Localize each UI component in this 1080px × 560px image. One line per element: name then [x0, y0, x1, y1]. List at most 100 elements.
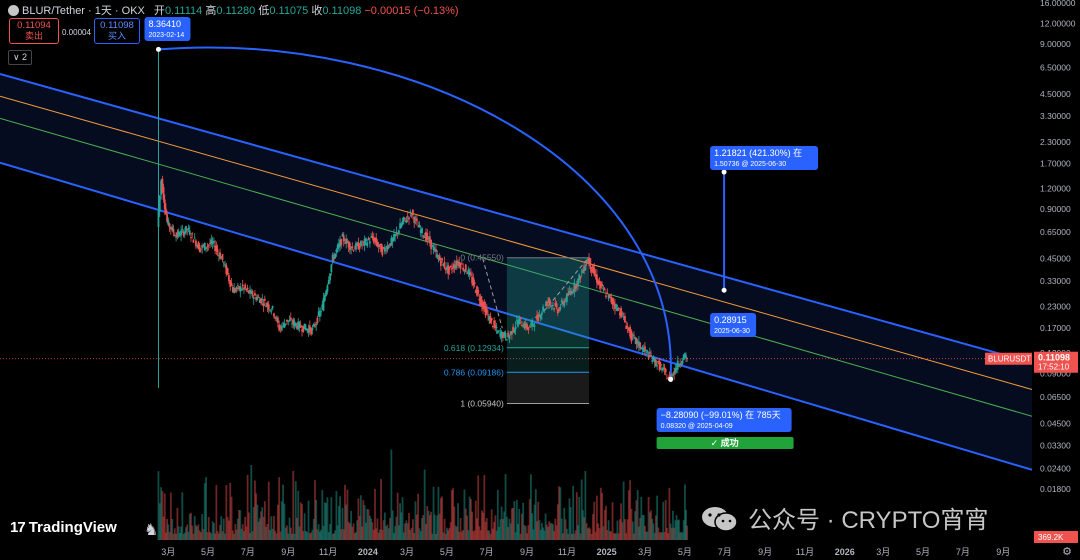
- buy-button[interactable]: 0.11098 买入: [94, 18, 140, 44]
- candle-body: [393, 234, 395, 241]
- candle-body: [275, 318, 278, 319]
- volume-bar: [670, 527, 673, 540]
- settings-gear-icon[interactable]: ⚙: [1062, 546, 1072, 558]
- volume-bar: [630, 508, 633, 540]
- tradingview-logo[interactable]: 17 TradingView: [10, 519, 117, 536]
- y-tick-label: 1.20000: [1040, 183, 1071, 193]
- indicator-toggle[interactable]: ∨ 2: [8, 50, 32, 65]
- ath-label[interactable]: 8.36410 2023-02-14: [144, 17, 191, 41]
- candle-body: [595, 274, 598, 283]
- volume-bar: [453, 506, 456, 540]
- volume-bar: [307, 500, 310, 540]
- fib-zone-lower: [506, 372, 590, 404]
- candle-body: [573, 282, 576, 292]
- dino-icon[interactable]: ♞: [144, 522, 159, 539]
- volume-bar: [317, 524, 320, 540]
- candle-body: [347, 241, 350, 248]
- candle-body: [383, 247, 386, 252]
- candle-body: [302, 325, 305, 332]
- candle-body: [662, 368, 665, 370]
- candle-body: [410, 214, 413, 216]
- candle-body: [371, 235, 374, 238]
- volume-bar: [673, 527, 676, 540]
- volume-bar: [188, 514, 191, 540]
- y-tick-label: 0.17000: [1040, 323, 1071, 333]
- volume-bar: [541, 522, 543, 540]
- volume-bar: [214, 533, 217, 540]
- candle-body: [478, 298, 481, 301]
- candle-body: [550, 305, 553, 307]
- volume-bar: [201, 514, 204, 540]
- volume-bar: [406, 523, 409, 540]
- volume-bar: [216, 531, 219, 540]
- volume-bar: [228, 520, 230, 540]
- candle-body: [611, 298, 614, 305]
- candle-body: [442, 263, 445, 267]
- candle-body: [209, 243, 211, 244]
- volume-bar: [236, 518, 239, 540]
- candle-body: [306, 328, 309, 331]
- candle-body: [534, 316, 537, 318]
- projection-label[interactable]: 1.21821 (421.30%) 在 1.50736 @ 2025-06-30: [710, 146, 819, 170]
- symbol-title[interactable]: BLUR/Tether · 1天 · OKX: [22, 5, 145, 17]
- candle-body: [219, 252, 221, 259]
- volume-bar: [492, 528, 494, 540]
- candle-body: [213, 240, 215, 243]
- volume-bar: [669, 523, 672, 540]
- success-badge[interactable]: ✓ 成功: [656, 437, 794, 449]
- volume-bar: [518, 508, 521, 540]
- candle-body: [255, 296, 258, 301]
- candle-body: [554, 302, 557, 306]
- candle-body: [617, 308, 620, 310]
- drawdown-label-bg: [656, 408, 792, 432]
- candle-body: [357, 242, 360, 250]
- candle-body: [176, 231, 179, 237]
- x-tick-label: 9月: [520, 547, 534, 557]
- volume-bar: [221, 531, 224, 540]
- volume-bar: [380, 479, 383, 540]
- volume-bar: [430, 511, 432, 540]
- volume-bar: [573, 533, 576, 540]
- candle-body: [676, 360, 679, 370]
- volume-bar: [617, 533, 620, 540]
- candle-body: [396, 233, 399, 235]
- sell-button[interactable]: 0.11094 卖出: [9, 18, 59, 44]
- candle-body: [437, 257, 440, 260]
- candle-body: [256, 297, 259, 300]
- volume-bar: [262, 516, 265, 540]
- candle-body: [562, 301, 564, 305]
- volume-bar: [382, 520, 385, 540]
- volume-bar: [296, 517, 298, 540]
- candle-body: [322, 298, 325, 311]
- volume-bar: [367, 509, 370, 540]
- volume-bar: [480, 510, 483, 540]
- volume-bar: [165, 532, 167, 540]
- candle-body: [453, 264, 456, 269]
- volume-bar: [556, 504, 559, 540]
- volume-bar: [658, 532, 661, 540]
- volume-bar: [316, 529, 319, 540]
- candle-body: [329, 273, 331, 281]
- candle-body: [225, 264, 228, 275]
- candle-body: [579, 276, 582, 279]
- candle-body: [206, 246, 209, 247]
- volume-bar: [483, 474, 486, 540]
- volume-bar: [637, 526, 640, 540]
- candle-body: [520, 325, 523, 327]
- volume-bar: [662, 501, 665, 540]
- volume-bar: [634, 511, 637, 540]
- candle-body: [599, 281, 602, 289]
- volume-bar: [543, 530, 546, 540]
- volume-bar: [472, 531, 475, 540]
- candle-body: [231, 287, 234, 293]
- drawdown-label[interactable]: −8.28090 (−99.01%) 在 785天 0.08320 @ 2025-…: [656, 408, 792, 432]
- volume-bar: [288, 517, 291, 540]
- volume-bar: [217, 533, 220, 540]
- volume-bar: [507, 527, 510, 540]
- channel-point-label[interactable]: 0.28915 2025-06-30: [710, 313, 757, 337]
- volume-bar: [274, 530, 277, 540]
- candle-body: [414, 218, 417, 220]
- candle-body: [249, 289, 251, 294]
- channel-mid-line: [0, 117, 1032, 417]
